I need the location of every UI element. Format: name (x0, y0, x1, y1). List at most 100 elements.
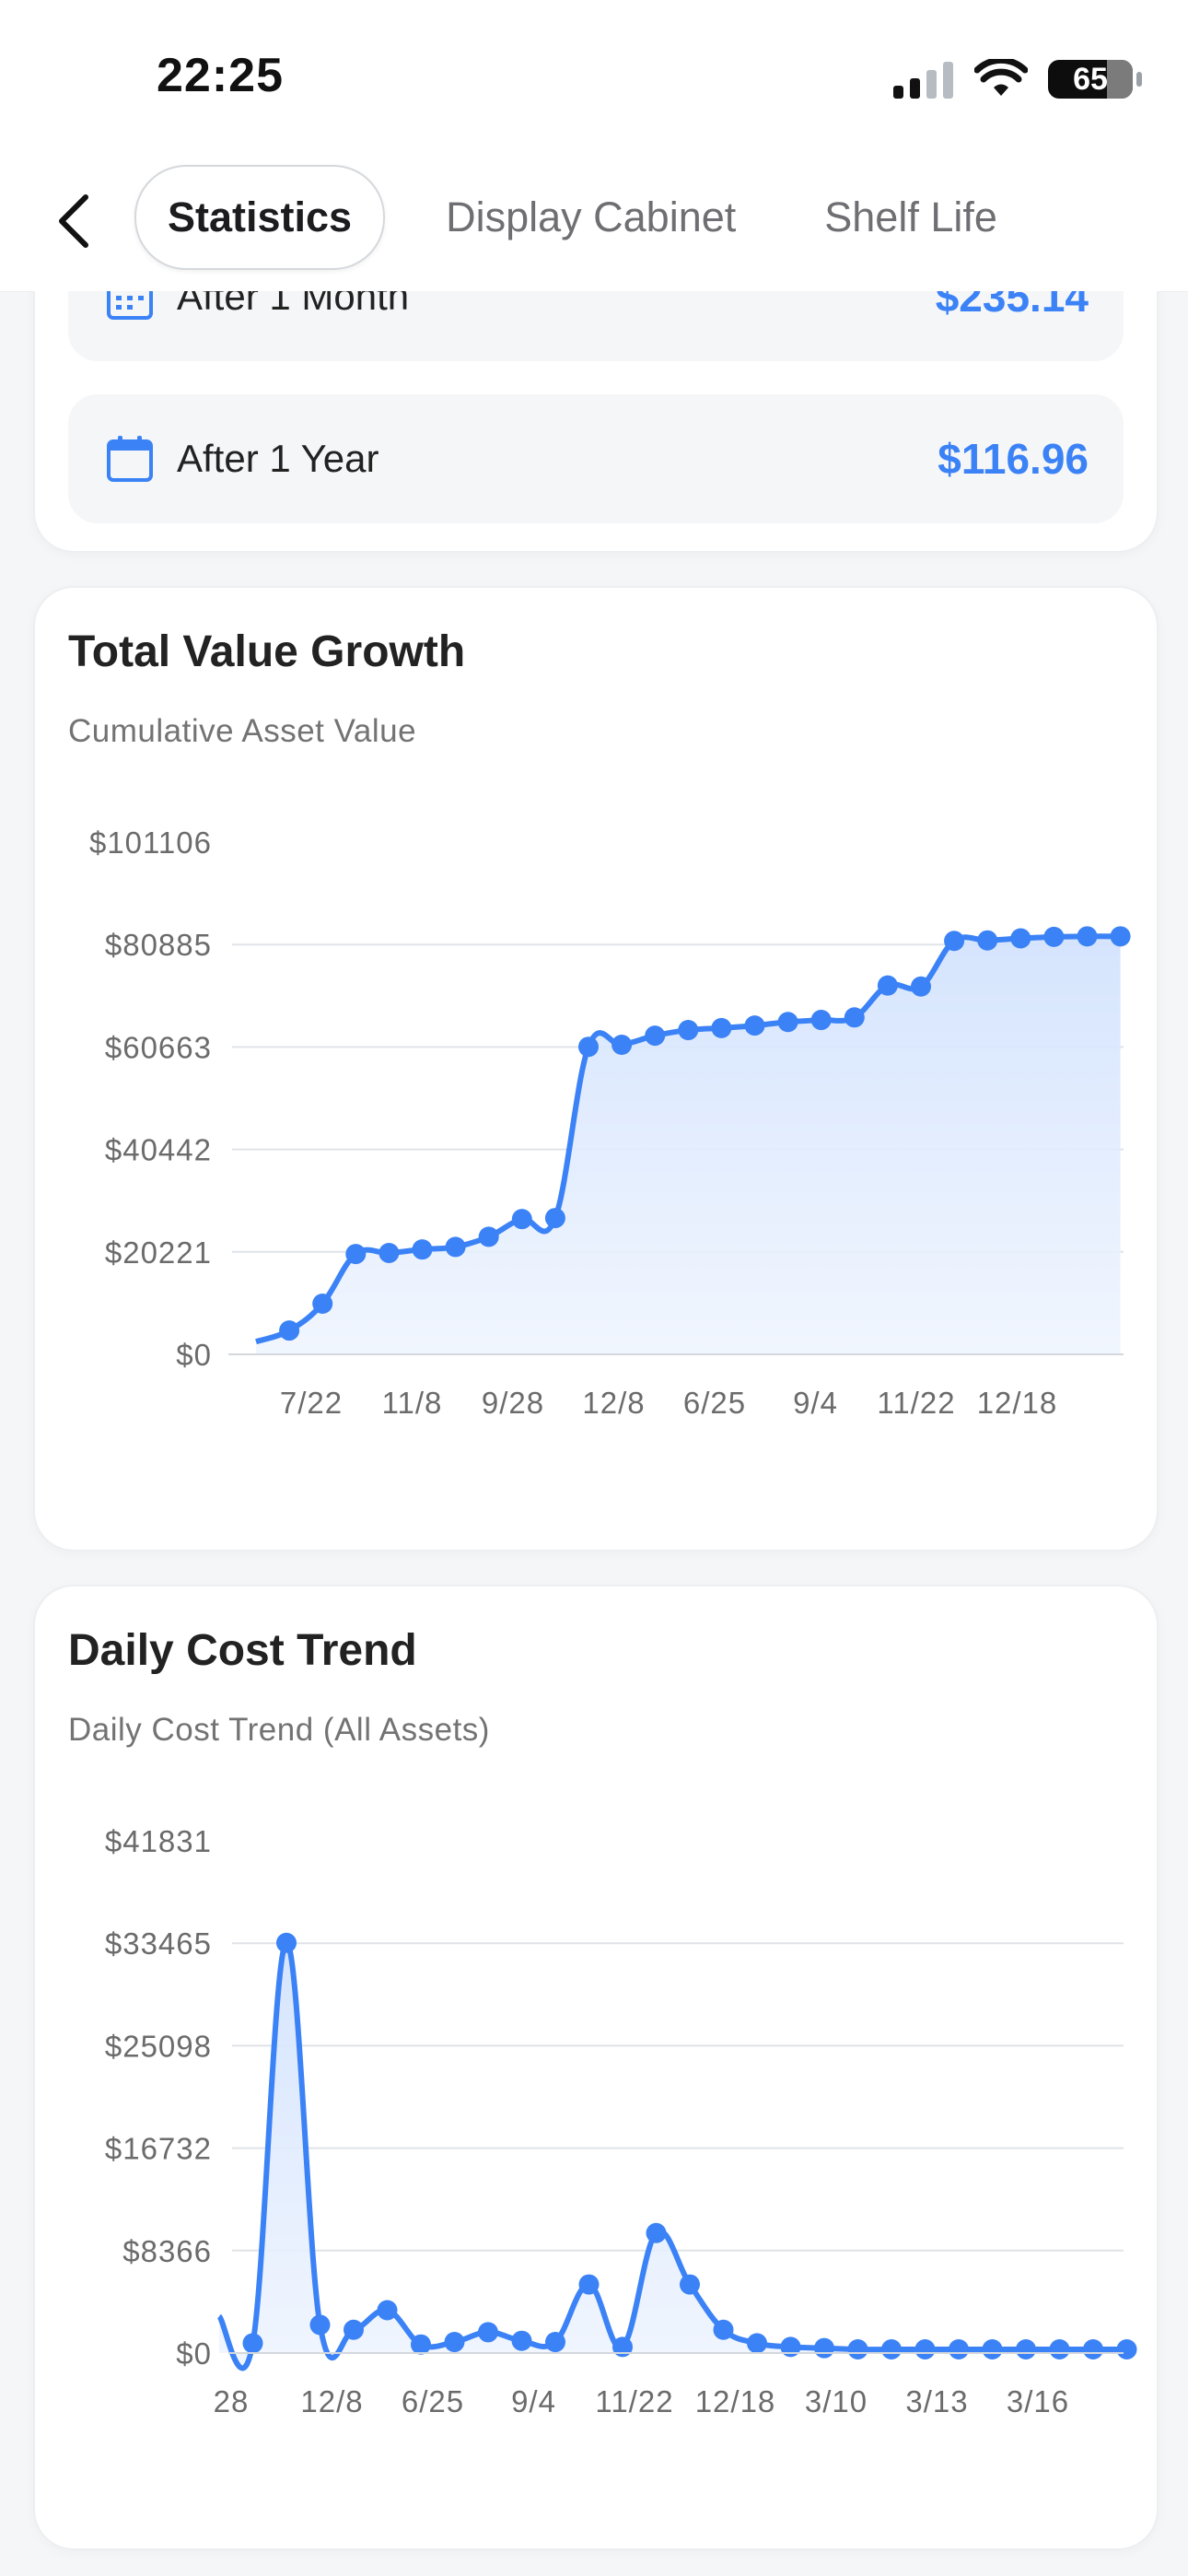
y-tick-label: $0 (176, 2336, 212, 2371)
data-point (1043, 926, 1065, 947)
data-point (545, 2332, 565, 2353)
data-point (1110, 926, 1131, 947)
x-tick-label: 11/8 (382, 1386, 443, 1420)
x-tick-label: 6/25 (402, 2384, 464, 2418)
y-tick-label: $8366 (122, 2234, 212, 2268)
data-point (276, 1932, 297, 1953)
chart-subtitle: Cumulative Asset Value (68, 713, 417, 749)
data-point (511, 1209, 532, 1230)
x-tick-label: 9/4 (793, 1386, 838, 1420)
x-tick-label: 9/4 (511, 2384, 556, 2418)
data-point (242, 2333, 263, 2354)
top-nav: Statistics Display Cabinet Shelf Life (0, 157, 1188, 292)
data-point (844, 1007, 865, 1028)
data-point (279, 1320, 300, 1341)
total-value-growth-card: Total Value Growth Cumulative Asset Valu… (33, 586, 1159, 1551)
status-time: 22:25 (157, 49, 284, 102)
tab-display-cabinet[interactable]: Display Cabinet (446, 193, 737, 240)
data-point (309, 2314, 331, 2336)
data-point (777, 1012, 798, 1033)
data-point (911, 976, 931, 997)
x-tick-label: 3/10 (805, 2384, 868, 2418)
data-point (444, 2332, 465, 2353)
y-tick-label: $60663 (105, 1030, 212, 1064)
data-point (478, 2322, 498, 2343)
data-point (411, 2334, 431, 2355)
prediction-row-1-month: After 1 Month $235.14 (68, 291, 1124, 361)
chart-subtitle: Daily Cost Trend (All Assets) (68, 1712, 490, 1748)
data-point (578, 1036, 599, 1058)
data-point (680, 2274, 700, 2295)
back-button[interactable] (41, 184, 105, 258)
data-point (814, 2337, 834, 2359)
calendar-icon (107, 436, 153, 482)
x-tick-label: 12/18 (695, 2384, 776, 2418)
prediction-row-1-year: After 1 Year $116.96 (68, 394, 1124, 523)
data-point (747, 2333, 767, 2354)
data-point (646, 2222, 667, 2243)
data-point (379, 1243, 400, 1264)
prediction-card: After 1 Month $235.14 After 1 Year $116.… (33, 291, 1159, 553)
status-icons: 65 (893, 57, 1142, 101)
prediction-label: After 1 Year (177, 437, 379, 480)
data-point (810, 1010, 832, 1031)
x-tick-label: 9/28 (482, 1386, 544, 1420)
y-tick-label: $33465 (105, 1926, 212, 1961)
x-tick-label: 11/22 (595, 2384, 673, 2418)
total-value-growth-chart[interactable]: $101106 $80885 $60663 $40442 $20221 $0 7/22 11/… (35, 754, 1157, 1546)
data-point (377, 2300, 398, 2321)
content-scroll[interactable]: After 1 Month $235.14 After 1 Year $116.… (0, 291, 1188, 2576)
data-point (445, 1236, 466, 1258)
y-tick-label: $20221 (105, 1235, 212, 1270)
y-tick-label: $16732 (105, 2132, 212, 2166)
data-point (744, 1015, 765, 1036)
data-point (914, 2339, 936, 2360)
chart-title: Daily Cost Trend (68, 1626, 417, 1675)
x-tick-label: 3/16 (1007, 2384, 1069, 2418)
data-point (678, 1020, 699, 1041)
x-tick-label: 7/22 (280, 1386, 343, 1420)
calendar-icon (107, 291, 153, 320)
data-point (511, 2330, 532, 2351)
x-tick-label: 28 (214, 2384, 250, 2418)
data-point (944, 931, 965, 952)
series-line (255, 933, 1121, 1345)
data-point (711, 1017, 732, 1038)
data-point (977, 930, 998, 951)
y-tick-label: $80885 (105, 928, 212, 962)
wifi-icon (974, 59, 1028, 96)
series-area (256, 936, 1121, 1354)
series-area (219, 1942, 1127, 2369)
tab-shelf-life[interactable]: Shelf Life (824, 193, 997, 240)
prediction-value: $116.96 (938, 435, 1089, 483)
data-point (1049, 2339, 1070, 2360)
battery-icon: 65 (1048, 60, 1142, 99)
data-point (1010, 928, 1031, 949)
data-point (412, 1239, 433, 1260)
chevron-left-icon (59, 194, 88, 248)
data-point (478, 1226, 499, 1247)
daily-cost-trend-chart[interactable]: $41831 $33465 $25098 $16732 $8366 $028 12/8 6/2… (35, 1752, 1157, 2545)
data-point (645, 1025, 666, 1047)
data-point (1077, 926, 1098, 947)
data-point (780, 2336, 801, 2358)
data-point (578, 2274, 600, 2295)
data-point (1116, 2339, 1137, 2360)
x-tick-label: 12/8 (300, 2384, 363, 2418)
battery-level: 65 (1073, 61, 1108, 97)
data-point (611, 1035, 633, 1056)
signal-icon (893, 62, 953, 99)
data-point (949, 2339, 969, 2360)
tab-statistics[interactable]: Statistics (134, 165, 386, 270)
y-tick-label: $101106 (89, 825, 212, 860)
y-tick-label: $25098 (105, 2029, 212, 2063)
y-tick-label: $0 (176, 1338, 212, 1372)
data-point (1083, 2339, 1103, 2360)
data-point (847, 2339, 868, 2360)
chart-title: Total Value Growth (68, 627, 466, 676)
data-point (713, 2319, 734, 2340)
prediction-value: $235.14 (935, 291, 1089, 321)
daily-cost-trend-card: Daily Cost Trend Daily Cost Trend (All A… (33, 1585, 1159, 2550)
data-point (881, 2339, 902, 2360)
data-point (612, 2336, 633, 2358)
